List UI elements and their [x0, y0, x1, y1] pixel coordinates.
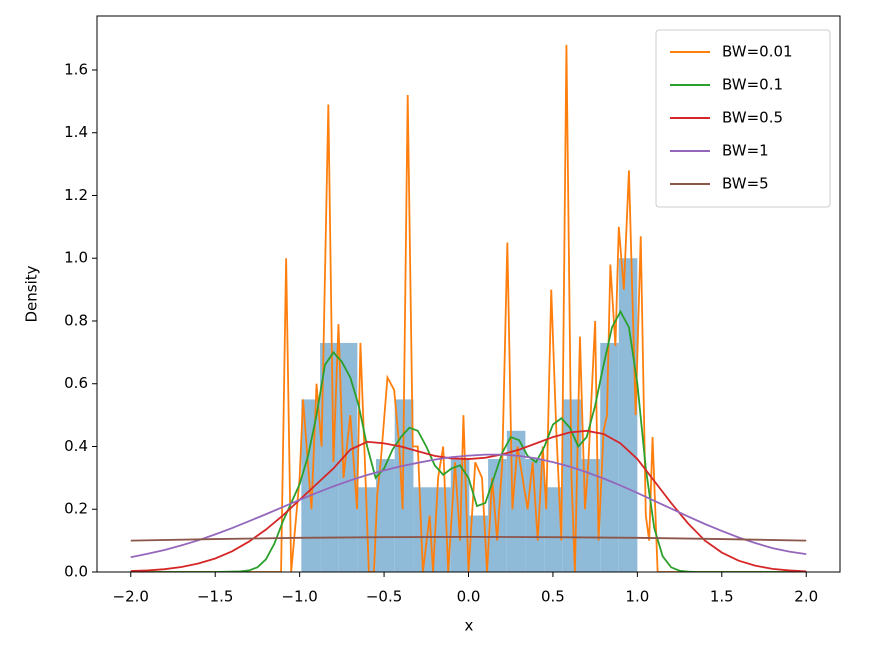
kde-line — [130, 535, 807, 542]
histogram-bar — [413, 487, 433, 572]
y-tick-label: 1.4 — [64, 123, 88, 141]
x-axis-label: x — [465, 617, 474, 635]
histogram-bar — [320, 342, 339, 572]
y-tick-label: 1.6 — [64, 60, 88, 78]
x-tick-label: −1.5 — [197, 588, 233, 606]
x-tick-label: 2.0 — [794, 588, 818, 606]
y-tick-label: 0.0 — [64, 563, 88, 581]
x-tick-label: 0.0 — [457, 588, 481, 606]
y-tick-label: 1.2 — [64, 186, 88, 204]
histogram-bar — [469, 515, 489, 572]
kde-line — [130, 309, 807, 572]
legend-label: BW=0.1 — [722, 76, 783, 94]
histogram-bar — [600, 342, 619, 572]
plot-frame — [96, 15, 841, 573]
legend-label: BW=5 — [722, 175, 769, 193]
x-tick-label: 1.0 — [625, 588, 649, 606]
legend-label: BW=0.5 — [722, 109, 783, 127]
legend-label: BW=1 — [722, 142, 769, 160]
y-tick-label: 0.4 — [64, 437, 88, 455]
legend-box — [655, 29, 831, 208]
y-tick-label: 1.0 — [64, 249, 88, 267]
y-tick-label: 0.2 — [64, 500, 88, 518]
histogram-bar — [544, 487, 563, 572]
x-tick-label: −2.0 — [113, 588, 149, 606]
histogram-bar — [375, 459, 395, 572]
x-tick-label: 1.5 — [710, 588, 734, 606]
x-tick-label: −1.0 — [281, 588, 317, 606]
kde-line — [130, 453, 807, 559]
y-axis-label: Density — [23, 265, 41, 322]
kde-line — [130, 429, 807, 572]
x-tick-label: 0.5 — [541, 588, 565, 606]
histogram-bar — [618, 258, 638, 572]
y-tick-label: 0.8 — [64, 311, 88, 329]
legend-label: BW=0.01 — [722, 43, 793, 61]
y-tick-label: 0.6 — [64, 374, 88, 392]
kde-line — [130, 44, 807, 572]
histogram-bar — [338, 342, 358, 572]
x-tick-label: −0.5 — [366, 588, 402, 606]
